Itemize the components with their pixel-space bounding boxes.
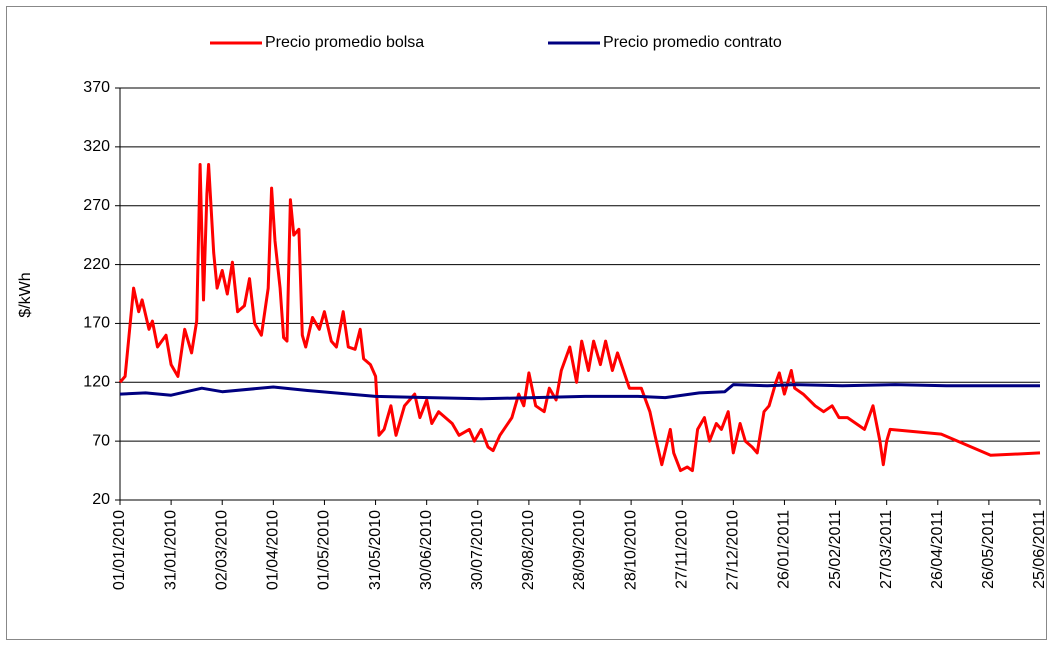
y-tick-label: 220 xyxy=(83,256,110,273)
x-tick-label: 26/05/2011 xyxy=(980,510,997,589)
x-tick-label: 29/08/2010 xyxy=(520,510,537,590)
y-tick-label: 70 xyxy=(92,432,110,449)
x-tick-label: 27/03/2011 xyxy=(878,510,895,589)
x-tick-label: 30/06/2010 xyxy=(418,510,435,590)
x-tick-label: 25/02/2011 xyxy=(827,510,844,589)
x-tick-label: 01/01/2010 xyxy=(111,510,128,590)
y-tick-label: 120 xyxy=(83,374,110,391)
x-tick-label: 28/09/2010 xyxy=(571,510,588,590)
y-tick-label: 170 xyxy=(83,315,110,332)
y-tick-label: 320 xyxy=(83,138,110,155)
x-tick-label: 31/05/2010 xyxy=(367,510,384,590)
y-tick-label: 20 xyxy=(92,491,110,508)
data-line xyxy=(119,383,1040,401)
y-axis-label: $/kWh xyxy=(17,272,34,317)
x-tick-label: 31/01/2010 xyxy=(162,510,179,590)
y-tick-label: 270 xyxy=(83,197,110,214)
x-tick-label: 01/04/2010 xyxy=(265,510,282,590)
legend-label: Precio promedio bolsa xyxy=(265,34,424,51)
x-tick-label: 27/12/2010 xyxy=(725,510,742,590)
x-tick-label: 28/10/2010 xyxy=(622,510,639,590)
x-tick-label: 30/07/2010 xyxy=(469,510,486,590)
x-tick-label: 02/03/2010 xyxy=(213,510,230,590)
x-tick-label: 26/04/2011 xyxy=(929,510,946,589)
x-tick-label: 27/11/2010 xyxy=(673,510,690,589)
x-tick-label: 26/01/2011 xyxy=(776,510,793,589)
legend-label: Precio promedio contrato xyxy=(603,34,782,51)
data-line xyxy=(118,163,1041,473)
y-tick-label: 370 xyxy=(83,79,110,96)
x-tick-label: 01/05/2010 xyxy=(316,510,333,590)
x-tick-label: 25/06/2011 xyxy=(1031,510,1048,589)
